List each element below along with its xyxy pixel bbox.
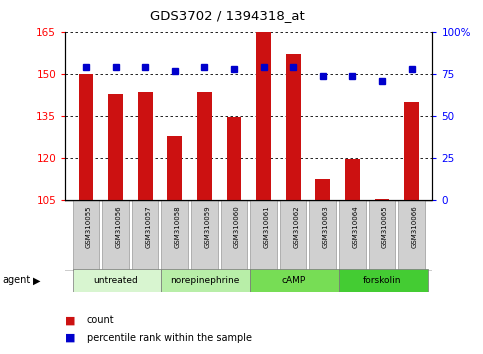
- Text: GSM310063: GSM310063: [323, 206, 329, 249]
- Text: agent: agent: [2, 275, 30, 285]
- Bar: [280, 200, 307, 271]
- Text: GSM310060: GSM310060: [234, 206, 240, 249]
- Text: GSM310065: GSM310065: [382, 206, 388, 248]
- Text: GSM310059: GSM310059: [204, 206, 210, 248]
- Bar: [72, 200, 99, 271]
- Text: GSM310057: GSM310057: [145, 206, 151, 248]
- Bar: [138, 92, 153, 200]
- Text: GSM310061: GSM310061: [264, 206, 270, 249]
- Text: GSM310064: GSM310064: [353, 206, 358, 248]
- Text: percentile rank within the sample: percentile rank within the sample: [87, 333, 252, 343]
- Bar: [310, 200, 336, 271]
- Bar: [227, 117, 242, 200]
- Text: GSM310062: GSM310062: [293, 206, 299, 248]
- Text: ■: ■: [65, 333, 76, 343]
- Bar: [339, 200, 366, 271]
- Bar: [315, 179, 330, 200]
- Bar: [256, 32, 271, 200]
- Text: GSM310056: GSM310056: [115, 206, 122, 248]
- Bar: [161, 200, 188, 271]
- Text: GSM310066: GSM310066: [412, 206, 418, 249]
- Bar: [191, 200, 218, 271]
- Bar: [339, 269, 428, 292]
- Bar: [79, 74, 93, 200]
- Text: forskolin: forskolin: [363, 276, 401, 285]
- Bar: [404, 102, 419, 200]
- Bar: [286, 54, 300, 200]
- Bar: [161, 269, 250, 292]
- Bar: [250, 200, 277, 271]
- Text: GSM310058: GSM310058: [175, 206, 181, 248]
- Text: count: count: [87, 315, 114, 325]
- Bar: [108, 93, 123, 200]
- Bar: [197, 92, 212, 200]
- Bar: [345, 159, 360, 200]
- Bar: [398, 200, 425, 271]
- Bar: [374, 199, 389, 200]
- Text: cAMP: cAMP: [281, 276, 305, 285]
- Bar: [250, 269, 339, 292]
- Text: ▶: ▶: [32, 275, 40, 285]
- Text: untreated: untreated: [93, 276, 138, 285]
- Text: ■: ■: [65, 315, 76, 325]
- Text: GDS3702 / 1394318_at: GDS3702 / 1394318_at: [150, 9, 304, 22]
- Bar: [72, 269, 161, 292]
- Text: norepinephrine: norepinephrine: [170, 276, 239, 285]
- Bar: [102, 200, 129, 271]
- Text: GSM310055: GSM310055: [86, 206, 92, 248]
- Bar: [221, 200, 247, 271]
- Bar: [167, 136, 182, 200]
- Bar: [132, 200, 158, 271]
- Bar: [369, 200, 395, 271]
